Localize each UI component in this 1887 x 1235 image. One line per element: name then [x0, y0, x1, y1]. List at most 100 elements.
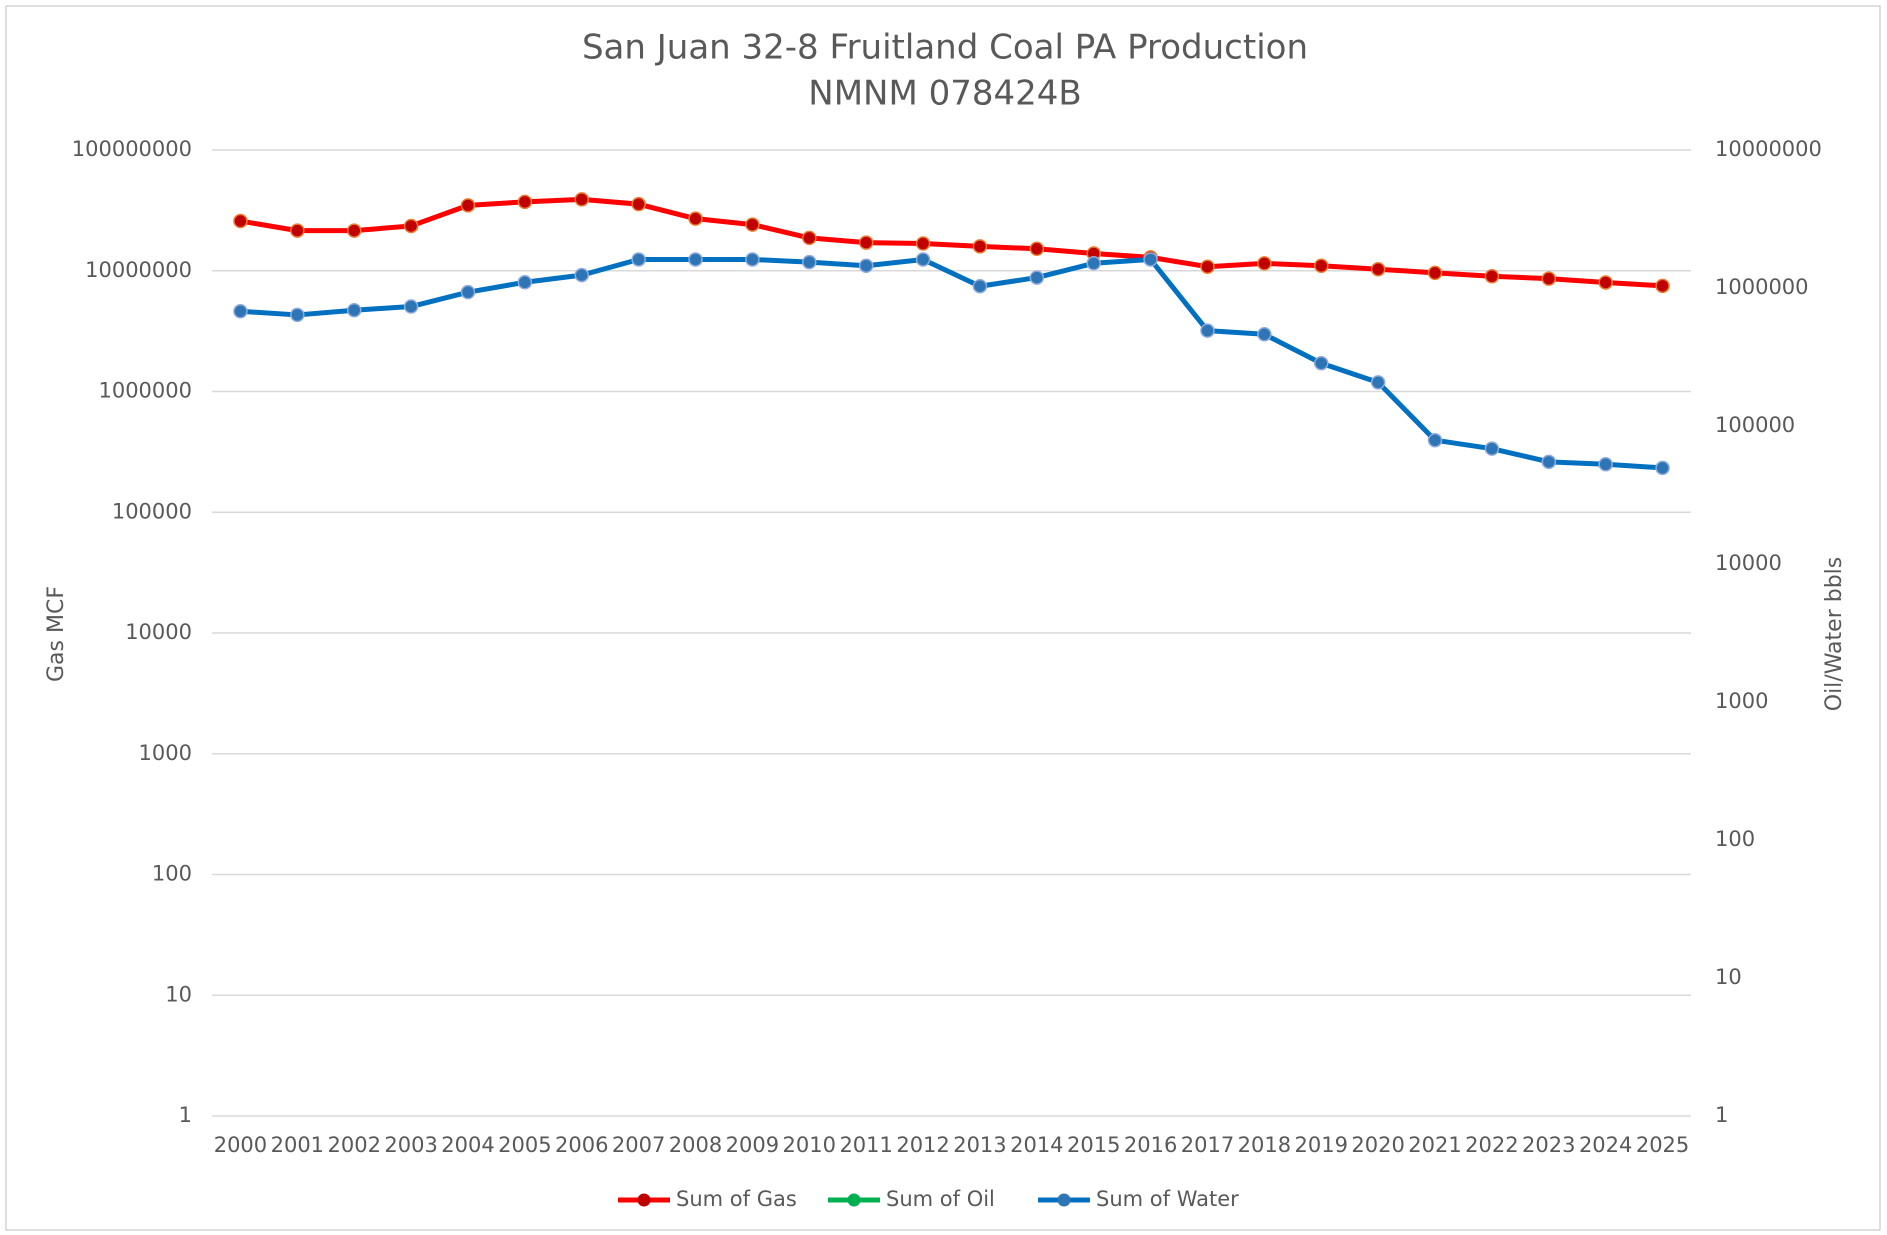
data-point [745, 252, 760, 267]
data-point [403, 218, 419, 234]
data-point [290, 223, 305, 238]
data-point [574, 267, 589, 283]
x-tick-label: 2004 [441, 1133, 494, 1157]
y-tick-label: 1 [179, 1103, 192, 1127]
data-point [802, 254, 817, 270]
data-point [1655, 278, 1670, 294]
data-point [460, 198, 476, 213]
x-tick-label: 2003 [384, 1133, 437, 1157]
data-point [1314, 355, 1329, 371]
x-tick-label: 2015 [1067, 1133, 1120, 1157]
data-point [1143, 252, 1158, 267]
x-tick-label: 2001 [271, 1133, 324, 1157]
data-point [1029, 270, 1045, 285]
y2-tick-label: 100000 [1715, 413, 1795, 437]
data-point [1314, 258, 1329, 274]
x-tick-label: 2020 [1351, 1133, 1404, 1157]
chart-border [5, 5, 1881, 1231]
data-point [688, 211, 703, 226]
data-point [915, 252, 931, 267]
y2-tick-label: 1 [1715, 1103, 1728, 1127]
x-tick-label: 2024 [1579, 1133, 1632, 1157]
data-point [574, 192, 589, 207]
x-tick-label: 2002 [327, 1133, 380, 1157]
y2-tick-label: 1000 [1715, 689, 1768, 713]
data-point [631, 252, 646, 267]
data-point [631, 196, 646, 212]
x-tick-label: 2010 [783, 1133, 836, 1157]
data-point [1484, 269, 1500, 284]
data-point [1427, 265, 1443, 281]
legend-marker [637, 1193, 651, 1207]
x-tick-label: 2018 [1238, 1133, 1291, 1157]
x-tick-label: 2025 [1636, 1133, 1689, 1157]
data-point [233, 213, 248, 229]
data-point [517, 194, 533, 210]
data-point [1370, 375, 1386, 390]
y-axis-label: Gas MCF [44, 586, 69, 682]
data-point [1427, 432, 1443, 448]
data-point [346, 302, 362, 318]
y-tick-label: 10000000 [85, 258, 192, 282]
chart-title: San Juan 32-8 Fruitland Coal PA Producti… [582, 28, 1308, 68]
x-tick-label: 2000 [214, 1133, 267, 1157]
data-point [1086, 256, 1101, 271]
y2-tick-label: 10000000 [1715, 137, 1822, 161]
data-point [346, 223, 362, 238]
y2-tick-label: 1000000 [1715, 275, 1809, 299]
data-point [1257, 327, 1272, 342]
data-point [858, 258, 874, 273]
y2-tick-label: 100 [1715, 827, 1755, 851]
data-point [745, 217, 760, 232]
data-point [1541, 271, 1557, 286]
y-tick-label: 10 [165, 982, 192, 1006]
data-point [403, 299, 419, 314]
data-point [1029, 241, 1045, 257]
data-point [972, 239, 988, 254]
x-tick-label: 2006 [555, 1133, 608, 1157]
data-point [460, 284, 476, 300]
x-tick-label: 2009 [726, 1133, 779, 1157]
data-point [1200, 259, 1215, 274]
legend-label: Sum of Gas [676, 1187, 797, 1211]
data-point [688, 252, 703, 267]
y-tick-label: 100000 [112, 499, 192, 523]
y-tick-label: 10000 [125, 620, 192, 644]
data-point [1484, 441, 1500, 456]
x-tick-label: 2014 [1010, 1133, 1063, 1157]
data-point [1598, 457, 1613, 472]
y2-axis-label: Oil/Water bbls [1822, 557, 1847, 711]
legend-label: Sum of Water [1096, 1187, 1239, 1211]
legend-marker [1057, 1193, 1071, 1207]
data-point [1598, 275, 1613, 290]
y-tick-label: 1000000 [98, 379, 192, 403]
x-tick-label: 2005 [498, 1133, 551, 1157]
data-point [858, 235, 874, 250]
x-tick-label: 2019 [1295, 1133, 1348, 1157]
data-point [517, 275, 533, 290]
data-point [1257, 256, 1272, 271]
x-tick-label: 2008 [669, 1133, 722, 1157]
data-point [1655, 460, 1670, 476]
series-line [240, 196, 1663, 289]
x-tick-label: 2007 [612, 1133, 665, 1157]
data-point [802, 230, 817, 246]
data-point [1370, 261, 1386, 277]
legend-marker [847, 1193, 861, 1207]
data-point [1541, 454, 1557, 470]
legend-label: Sum of Oil [886, 1187, 995, 1211]
series-line [240, 256, 1663, 471]
data-point [233, 304, 248, 319]
data-point [290, 307, 305, 323]
y-tick-label: 100 [152, 862, 192, 886]
data-point [972, 278, 988, 294]
y-tick-label: 1000 [139, 741, 192, 765]
x-tick-label: 2022 [1465, 1133, 1518, 1157]
x-tick-label: 2021 [1408, 1133, 1461, 1157]
x-tick-label: 2016 [1124, 1133, 1177, 1157]
y2-tick-label: 10000 [1715, 551, 1782, 575]
x-tick-label: 2023 [1522, 1133, 1575, 1157]
x-tick-label: 2011 [839, 1133, 892, 1157]
